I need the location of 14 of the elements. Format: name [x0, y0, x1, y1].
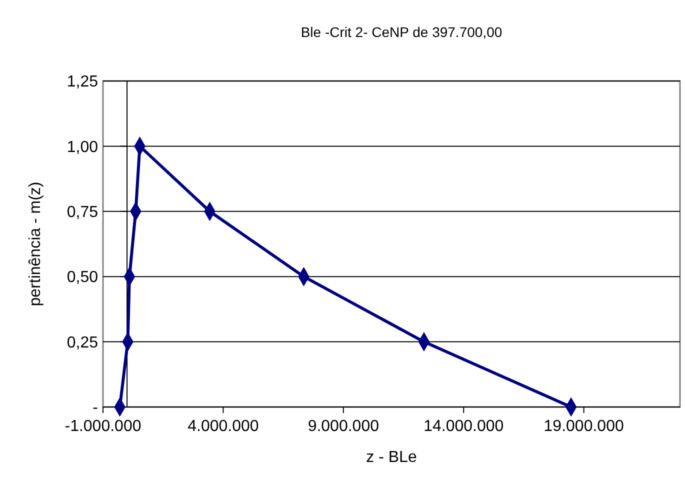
x-axis-title: z - BLe: [366, 449, 417, 466]
x-tick-label: 19.000.000: [544, 418, 624, 435]
x-tick-label: 4.000.000: [188, 418, 259, 435]
y-tick-label: 1,00: [66, 138, 98, 156]
chart-title: Ble -Crit 2- CeNP de 397.700,00: [300, 24, 502, 40]
y-tick-label: 0,25: [66, 334, 98, 352]
y-axis-title: pertinência - m(z): [27, 182, 44, 306]
y-tick-label: -: [92, 400, 98, 417]
y-tick-label: 0,50: [66, 269, 98, 286]
x-tick-label: -1.000.000: [64, 418, 142, 435]
y-tick-label: 1,25: [66, 74, 98, 91]
x-tick-label: 14.000.000: [424, 418, 504, 435]
x-tick-label: 9.000.000: [308, 418, 380, 435]
y-tick-label: 0,75: [66, 204, 98, 221]
